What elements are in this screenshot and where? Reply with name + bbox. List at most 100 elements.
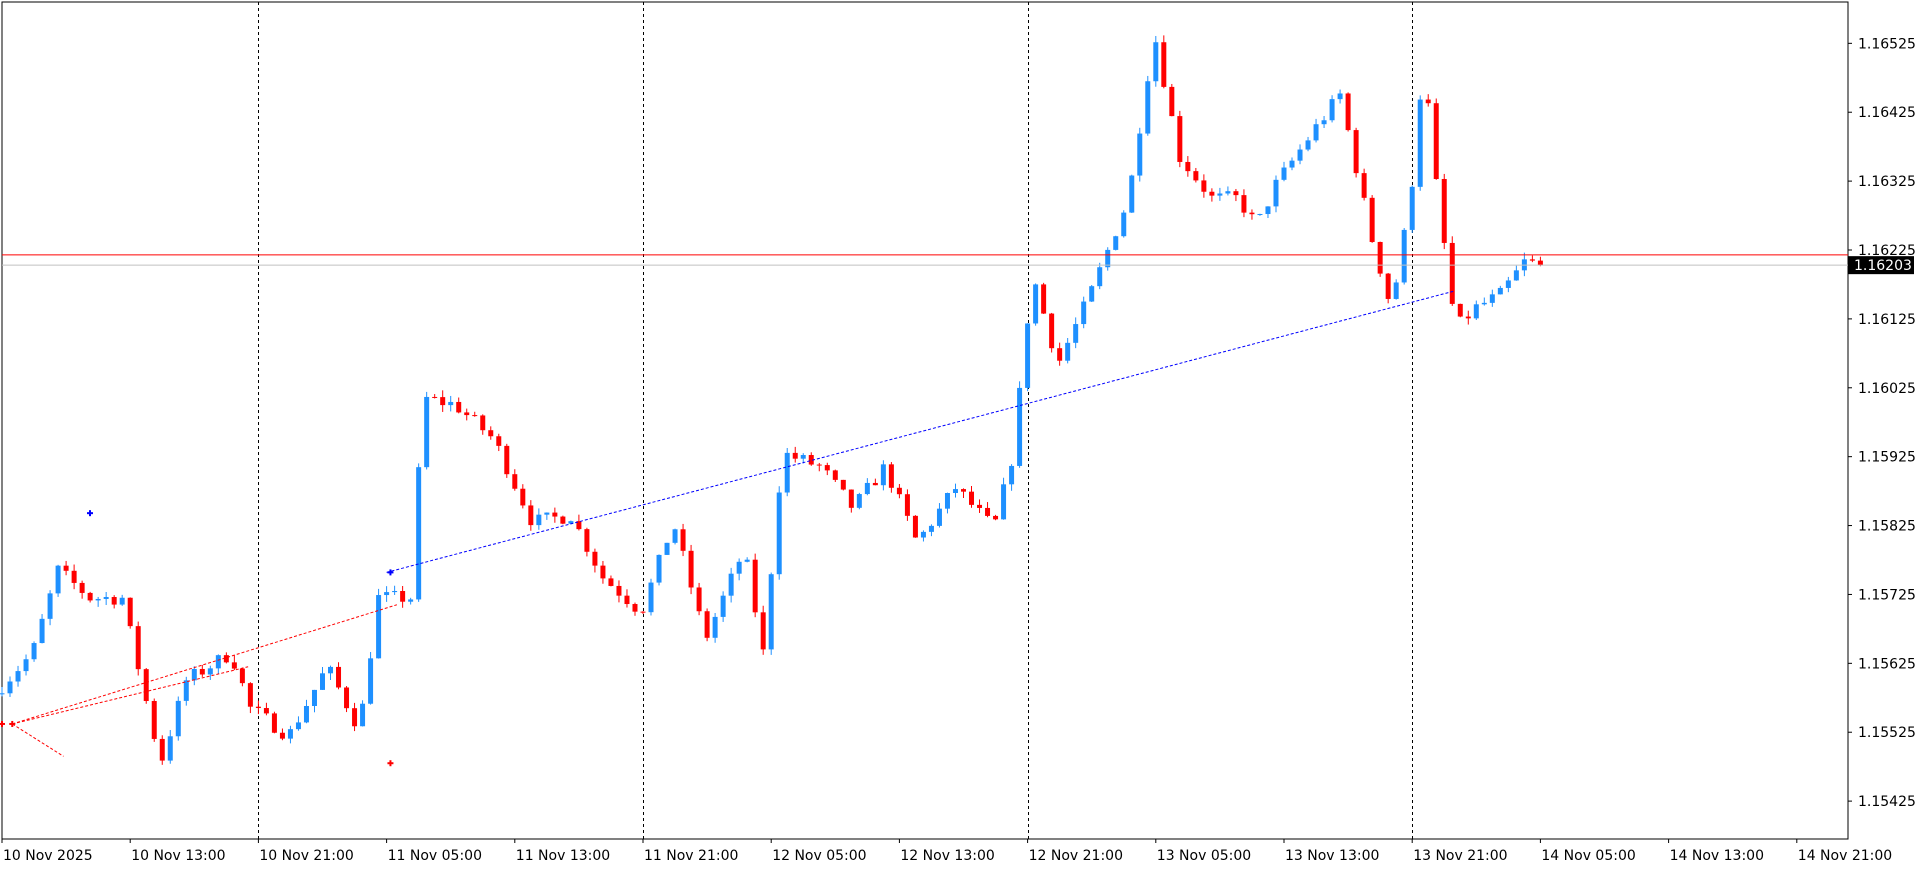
candle-body xyxy=(95,598,101,601)
candle-159 xyxy=(1265,206,1271,218)
candle-body xyxy=(944,493,950,509)
candle-body xyxy=(1489,294,1495,303)
candle-130 xyxy=(1033,283,1039,326)
candle-19 xyxy=(143,667,149,704)
candle-body xyxy=(1513,270,1519,281)
candle-body xyxy=(1353,130,1359,174)
candle-body xyxy=(728,573,734,596)
candle-16 xyxy=(119,594,125,606)
candle-body xyxy=(1289,160,1295,168)
x-tick-label-2: 10 Nov 13:00 xyxy=(131,848,225,864)
candle-body xyxy=(448,401,454,406)
candle-body xyxy=(856,494,862,508)
candle-body xyxy=(1225,191,1231,194)
trendline-3[interactable] xyxy=(11,723,64,757)
x-tick-label-13: 14 Nov 05:00 xyxy=(1541,848,1635,864)
candle-body xyxy=(456,401,462,413)
trendline-4[interactable] xyxy=(386,290,1454,573)
candle-body xyxy=(31,643,37,660)
candle-body xyxy=(1281,167,1287,180)
candle-108 xyxy=(856,492,862,510)
x-tick-label-3: 10 Nov 21:00 xyxy=(259,848,353,864)
candle-31 xyxy=(239,667,245,687)
candle-97 xyxy=(768,572,774,655)
candle-body xyxy=(135,626,141,670)
candle-body xyxy=(688,550,694,588)
candle-34 xyxy=(263,702,269,716)
candle-body xyxy=(632,604,638,612)
candle-122 xyxy=(969,485,975,508)
candle-body xyxy=(167,736,173,761)
candle-10 xyxy=(71,564,77,590)
candle-body xyxy=(952,489,958,494)
x-tick-label-6: 11 Nov 21:00 xyxy=(644,848,738,864)
candle-body xyxy=(151,700,157,739)
candle-body xyxy=(1201,180,1207,192)
candle-body xyxy=(600,565,606,579)
candle-body xyxy=(1169,86,1175,117)
candle-43 xyxy=(336,662,342,690)
candle-body xyxy=(1425,99,1431,104)
candle-body xyxy=(7,681,13,694)
candle-134 xyxy=(1065,338,1071,364)
candle-132 xyxy=(1049,312,1055,353)
candle-131 xyxy=(1041,282,1047,314)
candle-121 xyxy=(961,488,966,498)
candle-body xyxy=(1033,284,1039,324)
candle-63 xyxy=(496,433,502,452)
candle-129 xyxy=(1025,323,1031,392)
candle-body xyxy=(840,479,846,490)
trendline-2[interactable] xyxy=(12,666,249,725)
candle-body xyxy=(1329,99,1335,121)
candle-body xyxy=(352,708,358,727)
candle-body xyxy=(392,591,398,593)
candle-body xyxy=(55,565,61,594)
candle-body xyxy=(1089,286,1095,302)
candle-body xyxy=(568,521,574,524)
x-tick-label-4: 11 Nov 05:00 xyxy=(388,848,482,864)
candle-66 xyxy=(520,484,526,509)
candle-22 xyxy=(167,730,173,764)
candle-99 xyxy=(784,447,790,497)
x-tick-label-11: 13 Nov 13:00 xyxy=(1285,848,1379,864)
candle-body xyxy=(1449,242,1455,304)
candle-body xyxy=(47,593,53,619)
plot-frame xyxy=(1,1,1849,840)
candle-96 xyxy=(760,605,766,655)
candle-body xyxy=(784,452,790,493)
candle-114 xyxy=(904,489,910,521)
candle-41 xyxy=(320,666,325,691)
candle-23 xyxy=(175,696,181,741)
candle-185 xyxy=(1473,300,1479,321)
candle-body xyxy=(1097,267,1103,287)
candle-83 xyxy=(656,554,662,586)
candle-183 xyxy=(1457,303,1463,318)
candle-body xyxy=(215,655,221,669)
y-tick-label-4: 1.16225 xyxy=(1858,243,1916,259)
candle-body xyxy=(584,529,590,552)
candle-174 xyxy=(1385,272,1391,304)
trendline-1[interactable] xyxy=(12,604,398,725)
candle-body xyxy=(223,655,229,663)
candle-45 xyxy=(352,702,358,732)
candle-body xyxy=(1065,342,1071,361)
candle-body xyxy=(119,597,125,605)
candle-139 xyxy=(1105,247,1111,271)
candle-191 xyxy=(1521,252,1527,277)
candle-95 xyxy=(752,553,758,618)
candle-body xyxy=(1081,301,1087,325)
candle-105 xyxy=(832,469,838,483)
candle-body xyxy=(311,689,317,707)
candle-72 xyxy=(568,520,574,524)
candle-148 xyxy=(1177,110,1183,168)
candle-39 xyxy=(303,699,309,724)
candle-body xyxy=(1137,133,1143,176)
candle-body xyxy=(1337,93,1343,100)
candle-77 xyxy=(608,575,614,587)
candle-body xyxy=(696,587,702,612)
candle-body xyxy=(1193,171,1199,181)
candle-144 xyxy=(1145,75,1151,136)
candle-138 xyxy=(1097,262,1103,290)
